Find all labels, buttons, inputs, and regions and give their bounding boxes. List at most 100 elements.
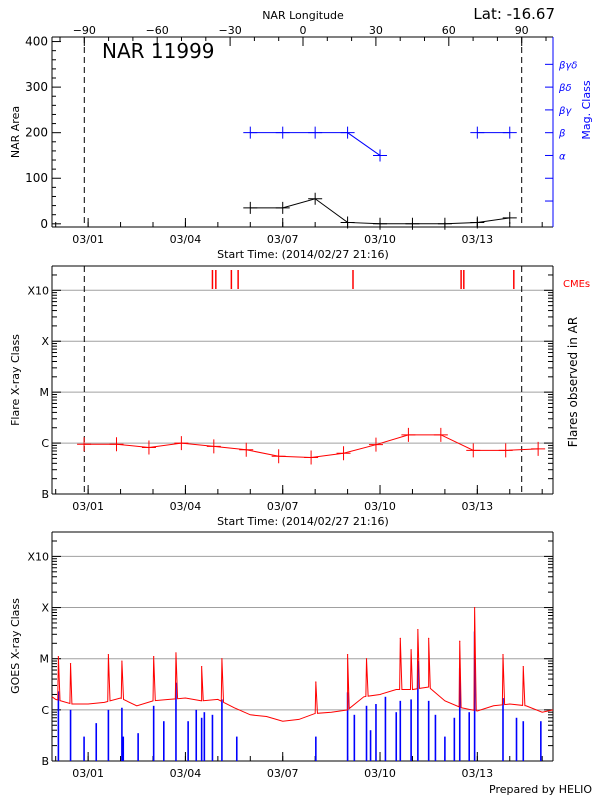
- top-tick-label: 90: [515, 24, 529, 37]
- y-tick-label: X10: [27, 550, 49, 563]
- goes-flare-peak: [221, 658, 223, 660]
- x-axis-label: Start Time: (2014/02/27 21:16): [217, 515, 389, 528]
- y-tick-label: X: [41, 602, 49, 615]
- flare-class-point: [141, 440, 156, 455]
- mag-class-tick-label: β: [558, 129, 566, 140]
- flare-class-point: [271, 449, 286, 464]
- nar-area-point: [275, 201, 290, 214]
- flare-class-point: [174, 436, 189, 451]
- goes-flare-peak: [428, 637, 430, 639]
- mag-class-point: [470, 126, 485, 139]
- mag-class-point: [243, 126, 258, 139]
- top-tick-label: 0: [300, 24, 307, 37]
- top-tick-label: −60: [146, 24, 169, 37]
- goes-flare-peak: [399, 637, 401, 639]
- flare-class-point: [433, 427, 448, 442]
- flare-class-point: [206, 439, 221, 454]
- y-tick-label: 300: [25, 80, 48, 94]
- goes-flare-peak: [201, 666, 203, 668]
- top-tick-label: −30: [218, 24, 241, 37]
- top-tick-label: −90: [73, 24, 96, 37]
- flare-class-point: [498, 443, 513, 458]
- flare-class-point: [368, 437, 383, 452]
- y-tick-label: M: [40, 386, 50, 399]
- nar-area-point: [405, 217, 420, 230]
- y-tick-label: 100: [25, 171, 48, 185]
- x-axis-label: Start Time: (2014/02/27 21:16): [217, 248, 389, 261]
- flare-class-point: [336, 446, 351, 461]
- goes-flare-peak: [175, 652, 177, 654]
- y-axis-label: GOES X-ray Class: [9, 598, 22, 694]
- cme-label: CMEs: [563, 279, 590, 290]
- x-tick-label: 03/07: [267, 767, 299, 780]
- mag-class-point: [373, 149, 388, 162]
- y-tick-label: M: [40, 653, 50, 666]
- x-tick-label: 03/04: [170, 500, 202, 513]
- goes-flare-peak: [69, 663, 72, 665]
- flare-class-point: [239, 442, 254, 457]
- goes-flare-peak: [365, 658, 368, 660]
- goes-flare-peak: [57, 655, 59, 658]
- goes-flare-peak: [107, 654, 109, 656]
- nar-area-point: [502, 211, 517, 224]
- nar-area-point: [373, 217, 388, 230]
- goes-long-channel-line: [51, 607, 554, 722]
- y-tick-label: X: [41, 335, 49, 348]
- mag-class-tick-label: βδ: [558, 83, 572, 94]
- footer-credit: Prepared by HELIO: [489, 783, 592, 796]
- y-tick-label: B: [41, 488, 49, 501]
- flare-class-point: [466, 443, 481, 458]
- y-axis-label: Flare X-ray Class: [9, 334, 22, 426]
- x-tick-label: 03/13: [461, 233, 493, 246]
- flare-class-point: [401, 427, 416, 442]
- nar-area-point: [308, 192, 323, 205]
- right-axis-label: Flares observed in AR: [566, 317, 580, 447]
- mag-class-tick-label: βγ: [558, 106, 572, 117]
- y-tick-label: 400: [25, 35, 48, 49]
- top-tick-label: 60: [442, 24, 456, 37]
- mag-class-point: [308, 126, 323, 139]
- x-tick-label: 03/01: [72, 767, 104, 780]
- goes-flare-peak: [417, 629, 419, 631]
- x-tick-label: 03/04: [170, 233, 202, 246]
- x-tick-label: 03/01: [72, 500, 104, 513]
- mag-class-point: [502, 126, 517, 139]
- y-tick-label: 200: [25, 126, 48, 140]
- flare-class-point: [304, 450, 319, 465]
- top-tick-label: 30: [369, 24, 383, 37]
- mag-class-point: [340, 126, 355, 139]
- y-tick-label: C: [41, 437, 49, 450]
- x-tick-label: 03/07: [267, 233, 299, 246]
- x-tick-label: 03/07: [267, 500, 299, 513]
- mag-class-point: [275, 126, 290, 139]
- latitude-annotation: Lat: -16.67: [473, 5, 555, 23]
- y-tick-label: 0: [40, 217, 48, 231]
- goes-flare-peak: [315, 681, 317, 683]
- x-tick-label: 03/01: [72, 233, 104, 246]
- top-axis-label: NAR Longitude: [262, 9, 344, 22]
- x-tick-label: 03/13: [461, 767, 493, 780]
- panel-nar-area: NAR Longitude Lat: -16.67 NAR 11999 NAR …: [9, 5, 593, 261]
- goes-flare-peak: [410, 649, 412, 651]
- x-tick-label: 03/13: [461, 500, 493, 513]
- mag-class-tick-label: βγδ: [558, 60, 577, 71]
- nar-area-point: [437, 217, 452, 230]
- flare-class-point: [531, 441, 546, 456]
- y-tick-label: B: [41, 755, 49, 768]
- goes-flare-peak: [121, 660, 123, 662]
- right-axis-label: Mag. Class: [580, 80, 593, 139]
- x-tick-label: 03/10: [364, 233, 396, 246]
- panel-title: NAR 11999: [102, 39, 215, 63]
- x-tick-label: 03/04: [170, 767, 202, 780]
- mag-class-tick-label: α: [559, 151, 566, 162]
- goes-flare-peak: [474, 606, 476, 609]
- goes-flare-peak: [502, 654, 504, 656]
- panel-goes-xray: GOES X-ray Class Prepared by HELIO 03/01…: [9, 531, 592, 796]
- nar-area-point: [470, 216, 485, 229]
- y-tick-label: C: [41, 704, 49, 717]
- goes-flare-peak: [346, 654, 349, 656]
- y-tick-label: X10: [27, 284, 49, 297]
- flare-class-point: [109, 437, 124, 452]
- flare-class-point: [77, 437, 92, 452]
